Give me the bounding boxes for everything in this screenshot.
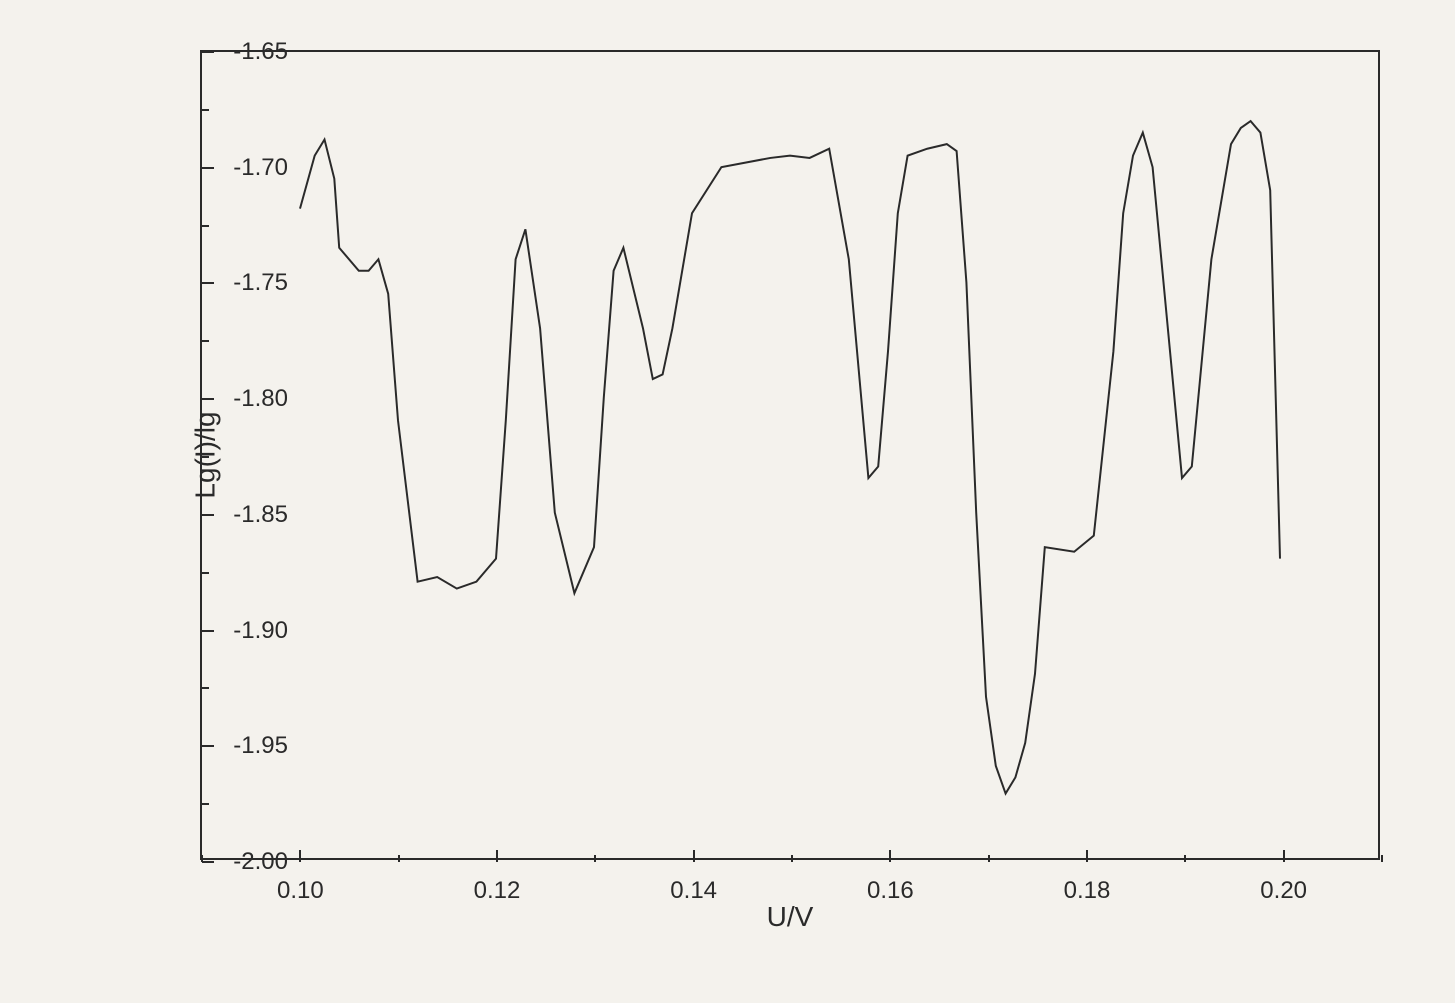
y-tick-label: -1.85 xyxy=(208,501,288,529)
x-tick-major xyxy=(299,850,301,862)
x-tick-minor xyxy=(1381,855,1383,862)
x-tick-minor xyxy=(398,855,400,862)
y-tick-minor xyxy=(202,225,209,227)
x-tick-label: 0.18 xyxy=(1064,877,1111,905)
y-tick-minor xyxy=(202,572,209,574)
plot-area: Lg(I)/lg U/V -2.00-1.95-1.90-1.85-1.80-1… xyxy=(200,50,1380,860)
y-tick-label: -1.95 xyxy=(208,732,288,760)
y-tick-label: -1.80 xyxy=(208,385,288,413)
data-line-svg xyxy=(202,52,1378,858)
x-tick-label: 0.16 xyxy=(867,877,914,905)
x-tick-label: 0.20 xyxy=(1260,877,1307,905)
chart-container: Lg(I)/lg U/V -2.00-1.95-1.90-1.85-1.80-1… xyxy=(100,40,1410,960)
x-tick-major xyxy=(889,850,891,862)
x-tick-label: 0.14 xyxy=(670,877,717,905)
y-tick-minor xyxy=(202,687,209,689)
y-tick-minor xyxy=(202,340,209,342)
y-tick-label: -1.90 xyxy=(208,617,288,645)
y-tick-label: -1.65 xyxy=(208,38,288,66)
y-tick-label: -1.75 xyxy=(208,269,288,297)
y-tick-minor xyxy=(202,456,209,458)
x-tick-minor xyxy=(1184,855,1186,862)
y-tick-label: -2.00 xyxy=(208,848,288,876)
y-tick-minor xyxy=(202,109,209,111)
x-tick-label: 0.12 xyxy=(474,877,521,905)
x-tick-major xyxy=(1283,850,1285,862)
x-tick-label: 0.10 xyxy=(277,877,324,905)
x-tick-minor xyxy=(791,855,793,862)
x-tick-minor xyxy=(988,855,990,862)
x-tick-major xyxy=(1086,850,1088,862)
x-tick-major xyxy=(693,850,695,862)
y-tick-label: -1.70 xyxy=(208,154,288,182)
x-tick-minor xyxy=(594,855,596,862)
x-tick-minor xyxy=(201,855,203,862)
x-tick-major xyxy=(496,850,498,862)
x-axis-label: U/V xyxy=(767,901,814,933)
y-tick-minor xyxy=(202,803,209,805)
